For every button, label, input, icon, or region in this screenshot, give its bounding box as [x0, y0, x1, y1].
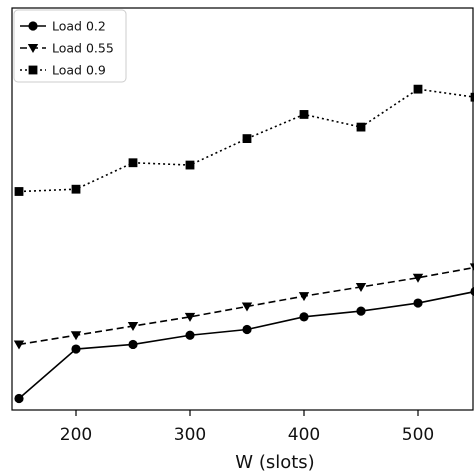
- data-point: [71, 344, 81, 354]
- data-point: [184, 312, 196, 322]
- legend-marker: [28, 65, 38, 75]
- data-point: [299, 110, 309, 119]
- data-point: [298, 292, 310, 302]
- series-circle: [14, 287, 474, 404]
- data-point: [412, 273, 424, 283]
- data-point: [469, 263, 474, 271]
- data-point: [70, 331, 82, 341]
- x-tick-label: 200: [60, 425, 92, 445]
- plot-frame: [11, 7, 474, 411]
- data-point: [71, 184, 81, 194]
- series-square: [14, 84, 474, 196]
- legend-marker: [28, 21, 38, 31]
- data-point: [356, 122, 366, 132]
- data-point: [14, 187, 24, 196]
- data-point: [299, 312, 309, 322]
- data-point: [470, 92, 474, 102]
- legend-marker: [27, 44, 39, 53]
- data-point: [128, 158, 138, 168]
- data-point: [241, 302, 253, 312]
- data-point: [355, 282, 367, 292]
- data-point: [185, 330, 195, 340]
- data-point: [185, 160, 195, 170]
- data-point: [470, 287, 474, 297]
- x-tick-label: 400: [288, 425, 320, 445]
- legend-label: Load 0.2: [52, 19, 106, 34]
- x-tick-label: 300: [174, 425, 206, 445]
- series-layer: [13, 84, 474, 404]
- data-point: [13, 340, 25, 350]
- axes: 200 300 400 500: [11, 7, 474, 445]
- data-point: [413, 84, 423, 94]
- data-point: [128, 339, 138, 350]
- data-point: [242, 134, 252, 143]
- data-point: [242, 324, 252, 335]
- data-point: [127, 322, 139, 332]
- series-line: [18, 88, 474, 193]
- legend: Load 0.2 Load 0.55 Load 0.9: [13, 9, 127, 83]
- legend-box: [13, 9, 127, 83]
- data-point: [413, 298, 423, 308]
- legend-label: Load 0.9: [52, 63, 106, 78]
- legend-label: Load 0.55: [52, 41, 114, 56]
- data-point: [14, 393, 24, 404]
- data-point: [356, 306, 366, 316]
- series-triangle-down: [13, 263, 474, 350]
- x-axis-label: W (slots): [235, 452, 314, 473]
- x-tick-label: 500: [402, 425, 434, 445]
